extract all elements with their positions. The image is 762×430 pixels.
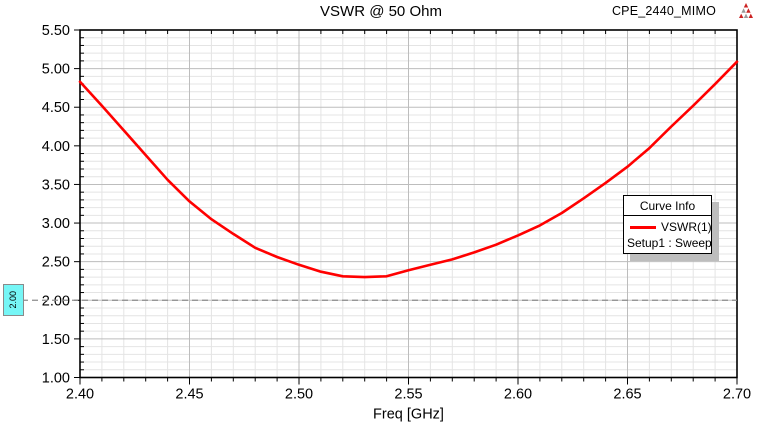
y-tick-label: 3.50	[42, 177, 70, 193]
legend-title: Curve Info	[624, 196, 711, 216]
x-tick-label: 2.50	[285, 387, 313, 403]
y-tick-label: 4.00	[42, 139, 70, 155]
x-axis-title: Freq [GHz]	[373, 407, 444, 423]
y-tick-label: 2.00	[42, 293, 70, 309]
ansoft-logo-icon	[739, 3, 753, 18]
project-name-label: CPE_2440_MIMO	[611, 4, 716, 18]
x-tick-label: 2.65	[613, 387, 641, 403]
vswr-curve	[78, 60, 739, 279]
y-tick-label: 2.50	[42, 255, 70, 271]
legend-setup-label: Setup1 : Sweep	[627, 236, 712, 250]
y-tick-label: 5.50	[42, 23, 70, 39]
y-tick-label: 3.00	[42, 216, 70, 232]
x-tick-label: 2.70	[723, 387, 751, 403]
y-tick-label: 5.00	[42, 62, 70, 78]
y-tick-label: 1.50	[42, 332, 70, 348]
y-axis-marker-2.00[interactable]: 2.00	[3, 284, 24, 316]
legend-series-label: VSWR(1)	[661, 220, 712, 234]
y-tick-label: 4.50	[42, 100, 70, 116]
curve-info-legend[interactable]: Curve Info VSWR(1) Setup1 : Sweep	[623, 195, 712, 254]
y-marker-label: 2.00	[8, 291, 18, 309]
x-tick-label: 2.45	[175, 387, 203, 403]
chart-title: VSWR @ 50 Ohm	[320, 3, 442, 20]
x-tick-label: 2.55	[394, 387, 422, 403]
y-tick-label: 1.00	[42, 371, 70, 387]
legend-line-swatch	[630, 225, 656, 229]
x-tick-label: 2.60	[504, 387, 532, 403]
x-tick-label: 2.40	[66, 387, 94, 403]
